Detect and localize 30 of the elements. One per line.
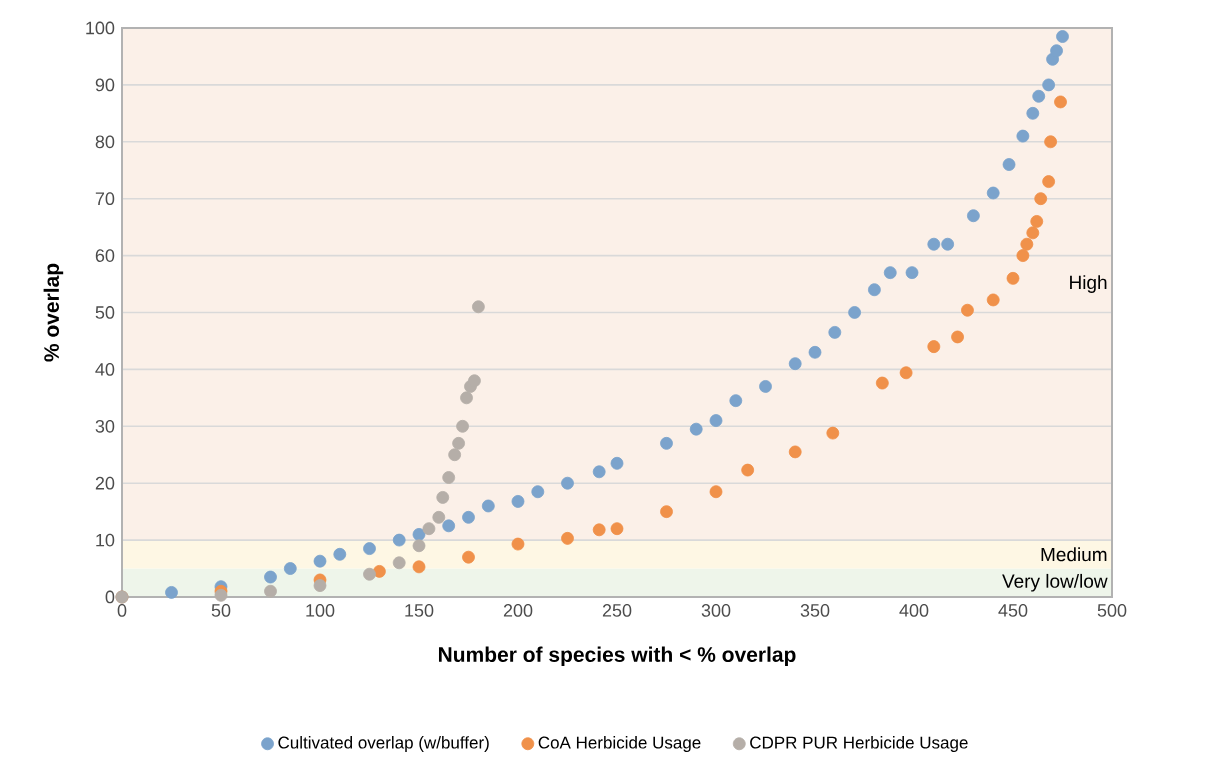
x-axis-title: Number of species with < % overlap [438, 646, 796, 667]
y-tick-label: 40 [95, 363, 115, 376]
x-tick-label: 500 [1097, 604, 1127, 617]
y-tick-label: 60 [95, 249, 115, 262]
legend-label: CoA Herbicide Usage [538, 736, 701, 752]
x-tick-label: 400 [899, 604, 929, 617]
band-label: High [1070, 275, 1107, 293]
x-tick-label: 450 [998, 604, 1028, 617]
x-tick-label: 150 [405, 604, 434, 617]
x-tick-label: 350 [800, 604, 830, 617]
x-tick-label: 300 [701, 604, 731, 617]
x-tick-label: 250 [602, 604, 632, 617]
x-tick-label: 200 [503, 604, 533, 617]
y-tick-label: 0 [105, 590, 115, 604]
y-tick-label: 100 [86, 21, 115, 35]
y-tick-label: 80 [95, 135, 115, 149]
y-axis-title: % overlap [43, 263, 64, 362]
x-tick-label: 0 [117, 604, 127, 617]
y-tick-label: 50 [95, 306, 115, 319]
band-label: Very low/low [1002, 573, 1108, 592]
y-tick-label: 70 [95, 192, 115, 206]
y-tick-label: 20 [95, 476, 115, 490]
y-tick-label: 90 [95, 78, 115, 92]
legend-label: Cultivated overlap (w/buffer) [278, 736, 489, 752]
band-label: Medium [1041, 547, 1107, 562]
x-tick-label: 50 [211, 604, 231, 617]
y-tick-label: 30 [95, 419, 115, 433]
legend-label: CDPR PUR Herbicide Usage [750, 736, 968, 752]
x-tick-label: 100 [306, 604, 335, 617]
y-tick-label: 10 [96, 533, 115, 547]
